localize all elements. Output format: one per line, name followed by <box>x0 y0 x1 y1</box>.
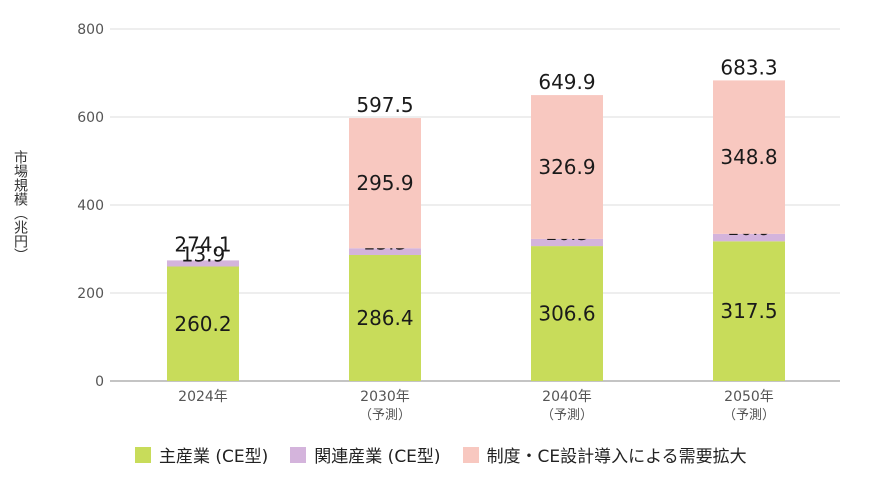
bar-segment <box>531 246 603 381</box>
legend-item: 制度・CE設計導入による需要拡大 <box>462 442 747 467</box>
legend-swatch <box>290 446 307 463</box>
legend-label: 主産業 (CE型) <box>159 447 269 467</box>
data-label: 348.8 <box>720 145 777 169</box>
x-tick-label: 2050年 <box>724 389 774 405</box>
x-tick-label: 2024年 <box>178 389 228 405</box>
data-label: 317.5 <box>720 299 777 323</box>
data-label: 326.9 <box>538 155 595 179</box>
total-label: 597.5 <box>356 93 413 117</box>
x-tick-sublabel: （予測） <box>359 408 411 423</box>
x-tick-sublabel: （予測） <box>723 408 775 423</box>
total-label: 274.1 <box>174 232 231 256</box>
legend-label: 関連産業 (CE型) <box>314 447 441 467</box>
total-label: 649.9 <box>538 70 595 94</box>
legend-item: 主産業 (CE型) <box>135 442 268 467</box>
data-label: 306.6 <box>538 302 595 326</box>
bar-segment <box>713 241 785 381</box>
y-tick-label: 400 <box>77 198 104 214</box>
total-label: 683.3 <box>720 55 777 79</box>
x-axis-ticks: 2024年 2030年 （予測） 2040年 （予測） 2050年 （予測） <box>178 389 775 423</box>
bar-segment <box>713 233 785 242</box>
x-tick-label: 2040年 <box>542 389 592 405</box>
y-axis-label: 市場規模（兆円） <box>12 149 28 262</box>
y-tick-label: 800 <box>77 22 104 38</box>
legend-item: 関連産業 (CE型) <box>290 442 441 467</box>
legend: 主産業 (CE型) 関連産業 (CE型) 制度・CE設計導入による需要拡大 <box>135 442 769 467</box>
bars: 260.213.9274.1286.415.3295.9597.5306.616… <box>167 55 785 381</box>
legend-label: 制度・CE設計導入による需要拡大 <box>486 447 747 467</box>
x-tick-label: 2030年 <box>360 389 410 405</box>
bar-segment <box>531 95 603 239</box>
data-label: 13.9 <box>181 242 226 266</box>
bar-segment <box>531 238 603 247</box>
y-tick-label: 600 <box>77 110 104 126</box>
bar-segment <box>713 80 785 234</box>
data-label: 295.9 <box>356 171 413 195</box>
bar-segment <box>349 118 421 249</box>
bar-segment <box>349 248 421 255</box>
y-tick-label: 200 <box>77 286 104 302</box>
y-axis-ticks: 0 200 400 600 800 <box>77 22 104 390</box>
bar-segment <box>167 266 239 381</box>
data-label: 286.4 <box>356 306 413 330</box>
x-tick-sublabel: （予測） <box>541 408 593 423</box>
bar-segment <box>349 254 421 381</box>
legend-swatch <box>462 446 479 463</box>
y-tick-label: 0 <box>95 374 104 390</box>
legend-swatch <box>135 446 151 463</box>
data-label: 260.2 <box>174 312 231 336</box>
bar-segment <box>167 260 239 267</box>
